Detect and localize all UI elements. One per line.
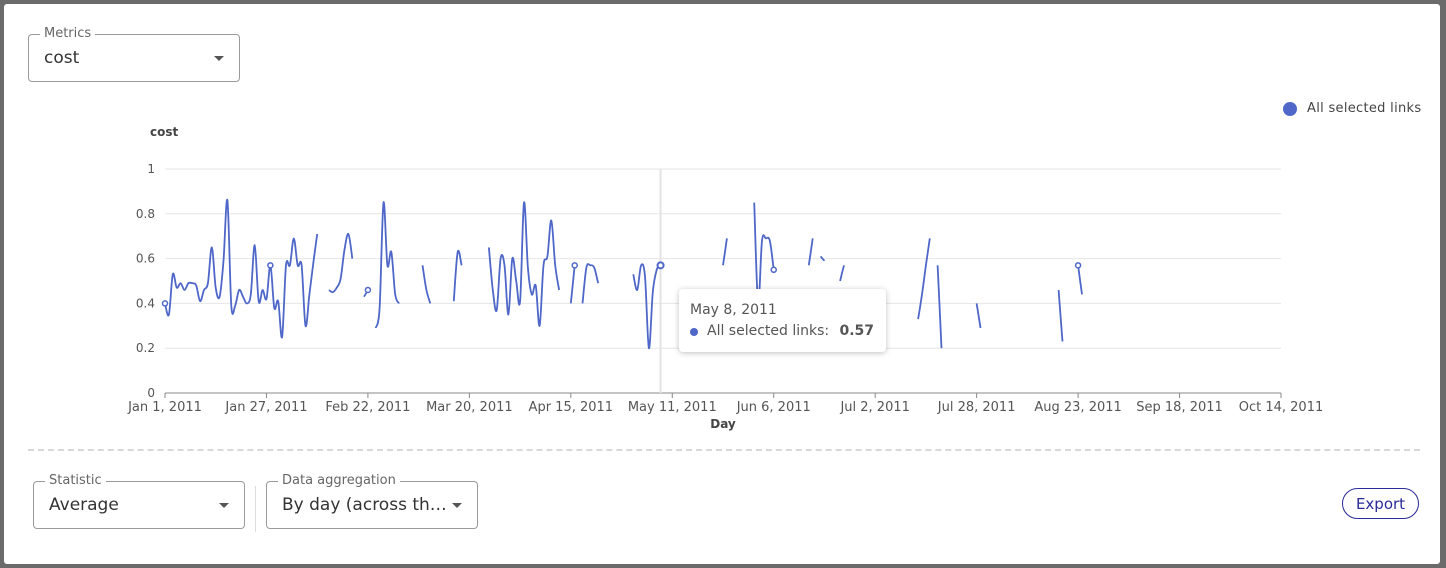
data-point [161, 300, 169, 307]
series-line-segment [975, 303, 982, 329]
y-tick-label: 0.4 [136, 296, 155, 310]
data-point [364, 286, 372, 294]
series-line-segment [488, 201, 560, 327]
legend-label: All selected links [1307, 101, 1422, 116]
toolbar-divider [255, 486, 256, 532]
x-tick-label: Sep 18, 2011 [1136, 400, 1223, 415]
legend-marker [1283, 101, 1297, 116]
x-axis-title: Day [710, 417, 736, 431]
x-tick-label: Aug 23, 2011 [1034, 400, 1121, 415]
x-tick-label: Apr 15, 2011 [529, 400, 614, 415]
series-line-segment [569, 265, 576, 304]
series-line-segment [839, 265, 845, 282]
data-point [1074, 262, 1082, 269]
series-line-segment [632, 263, 662, 350]
series-line-segment [753, 202, 775, 305]
aggregation-select-label: Data aggregation [278, 473, 400, 489]
y-tick-label: 0 [147, 386, 155, 400]
y-tick-label: 0.6 [136, 252, 155, 266]
metrics-select[interactable]: Metrics cost [28, 26, 240, 82]
series-line-segment [1077, 265, 1083, 295]
series-line-segment [807, 238, 814, 266]
statistic-select-value: Average [49, 495, 119, 515]
chart-tooltip: May 8, 2011 All selected links: 0.57 [679, 289, 886, 352]
series-line-segment [374, 201, 400, 329]
statistic-select-label: Statistic [45, 473, 106, 489]
series-line-segment [452, 249, 463, 302]
series-line-segment [421, 265, 432, 304]
highlighted-data-point [656, 261, 665, 270]
data-point [770, 266, 777, 274]
x-tick-label: Feb 22, 2011 [325, 400, 410, 415]
tooltip-date: May 8, 2011 [690, 302, 777, 318]
metrics-panel [4, 4, 1440, 564]
series-line-segment [936, 265, 943, 349]
series-line-segment [917, 238, 931, 320]
y-tick-label: 0.2 [136, 341, 155, 355]
metrics-select-label: Metrics [40, 26, 96, 42]
chevron-down-icon [452, 503, 462, 508]
series-line-segment [1057, 289, 1064, 342]
x-tick-label: Jul 28, 2011 [937, 400, 1016, 415]
x-tick-label: Jan 27, 2011 [224, 400, 307, 415]
aggregation-select[interactable]: Data aggregation By day (across the… [266, 473, 478, 529]
y-tick-label: 0.8 [136, 207, 155, 221]
x-tick-label: Jul 2, 2011 [839, 400, 909, 415]
series-line-segment [581, 263, 599, 304]
series-line-segment [328, 233, 354, 294]
x-tick-label: Mar 20, 2011 [426, 400, 513, 415]
statistic-select[interactable]: Statistic Average [33, 473, 245, 529]
x-tick-label: Jan 1, 2011 [127, 400, 202, 415]
data-point [267, 262, 274, 269]
series-line-segment [164, 199, 319, 339]
series-line-segment [819, 255, 826, 262]
tooltip-series-marker [690, 328, 698, 336]
chevron-down-icon [214, 56, 224, 61]
y-axis-title: cost [150, 125, 179, 139]
section-divider [28, 449, 1420, 451]
x-tick-label: Jun 6, 2011 [736, 400, 811, 415]
data-point [571, 262, 578, 269]
tooltip-series-name: All selected links: [707, 323, 830, 339]
chart-legend[interactable]: All selected links [1283, 101, 1421, 116]
export-button[interactable]: Export [1342, 488, 1419, 519]
y-tick-label: 1 [147, 162, 155, 176]
chevron-down-icon [219, 503, 229, 508]
x-tick-label: May 11, 2011 [628, 400, 717, 415]
series-line-segment [722, 238, 728, 266]
cost-line-chart: 0 0.2 0.4 0.6 0.8 1 Jan 1, 2011 Jan 27, 2011 Feb… [127, 125, 1324, 431]
x-tick-label: Oct 14, 2011 [1239, 400, 1324, 415]
tooltip-value: 0.57 [839, 323, 874, 339]
aggregation-select-value: By day (across the… [282, 495, 450, 515]
